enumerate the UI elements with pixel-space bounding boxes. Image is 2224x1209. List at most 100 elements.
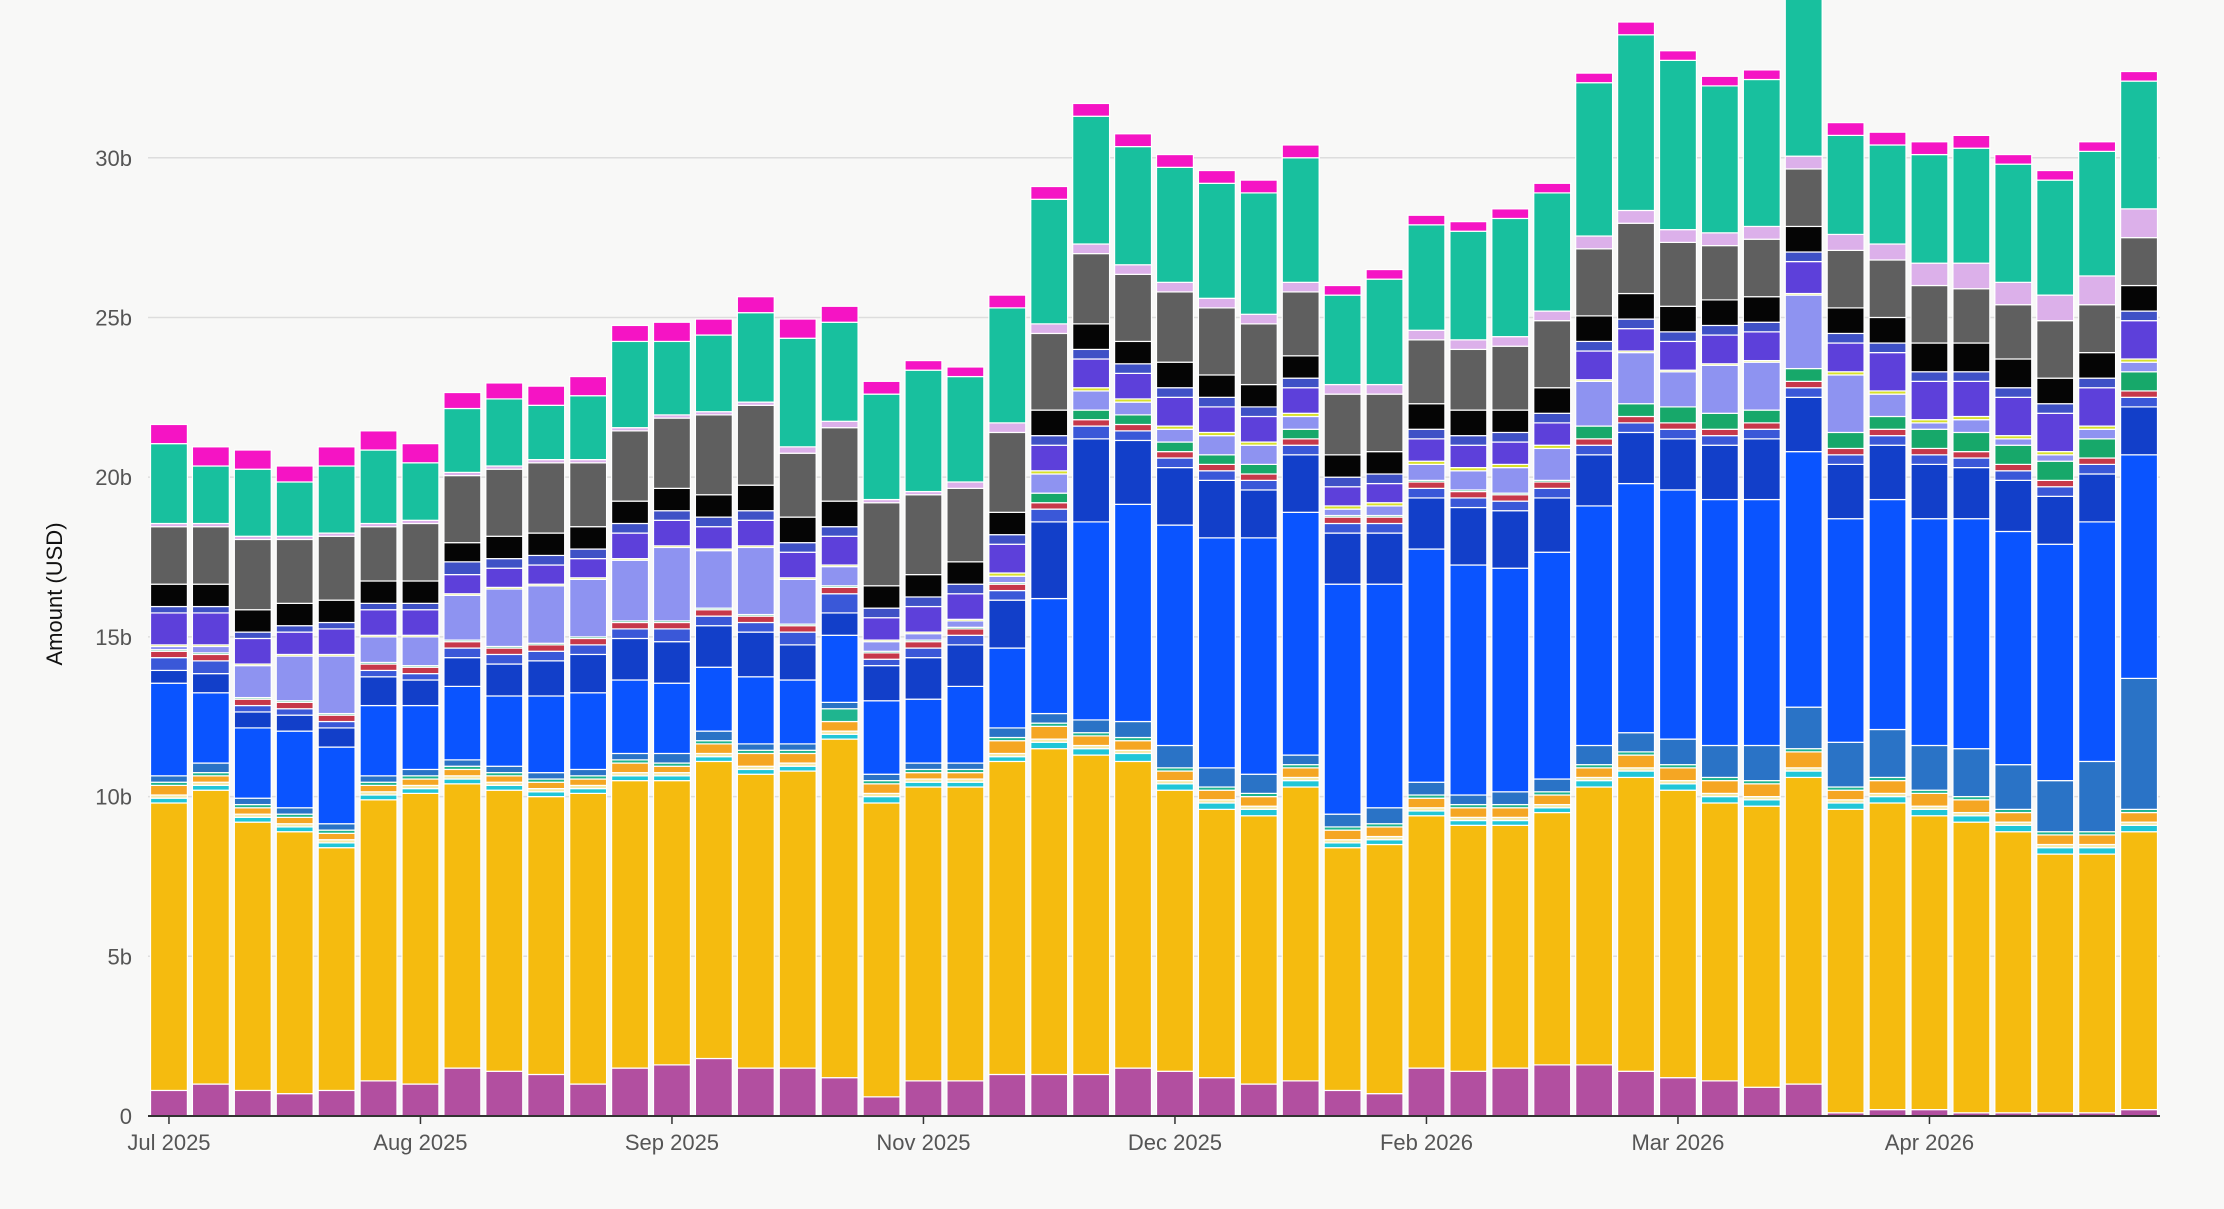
bar-segment (191, 526, 230, 585)
bar-segment (1533, 778, 1572, 793)
bar-segment (1239, 795, 1278, 807)
bar-segment (1155, 153, 1195, 168)
bar-segment (2036, 169, 2075, 181)
bar-segment (1700, 428, 1739, 437)
bar-segment (904, 647, 943, 659)
bar-segment (1616, 431, 1656, 485)
bar-segment (1072, 719, 1111, 734)
bar-segment (2119, 371, 2159, 392)
bar-segment (1868, 795, 1907, 804)
bar-segment (1113, 133, 1153, 148)
bar-segment (1952, 380, 1991, 418)
bar-segment (1575, 444, 1614, 456)
bar-segment (652, 510, 692, 521)
bar-segment (1533, 497, 1572, 553)
bar-segment (1616, 732, 1656, 753)
bar-segment (1575, 235, 1614, 250)
bar-segment (1030, 597, 1069, 715)
bar-segment (1784, 770, 1823, 779)
bar-segment (359, 676, 398, 707)
bar-segment (1365, 505, 1404, 517)
bar-segment (904, 786, 943, 1082)
bar-segment (149, 682, 189, 777)
bar-segment (1030, 473, 1069, 494)
bar-segment (1407, 1067, 1446, 1117)
bar-segment (820, 720, 859, 732)
bar-segment (988, 1073, 1027, 1117)
bar-segment (569, 548, 608, 560)
bar-segment (359, 704, 398, 777)
bar-segment (569, 395, 608, 461)
bar-segment (946, 375, 985, 483)
bar-stack (1155, 153, 1195, 1117)
bar-segment (1407, 403, 1446, 430)
bar-segment (988, 431, 1027, 513)
bar-segment (1449, 435, 1488, 446)
bar-segment (1700, 324, 1739, 336)
bar-segment (1030, 492, 1069, 504)
bar-segment (1700, 435, 1739, 446)
bar-segment (1113, 372, 1153, 400)
bar-segment (736, 546, 775, 616)
bar-segment (736, 743, 775, 751)
bar-segment (1784, 451, 1823, 708)
bar-segment (2036, 495, 2075, 545)
bar-segment (610, 637, 650, 681)
bar-segment (610, 752, 650, 761)
bar-segment (1616, 209, 1656, 224)
bar-segment (1365, 1093, 1404, 1117)
bar-segment (610, 1067, 650, 1117)
y-tick-label: 15b (95, 625, 132, 650)
bar-segment (988, 756, 1027, 763)
bar-segment (1742, 296, 1781, 323)
bar-segment (1910, 262, 1949, 287)
bar-segment (1113, 439, 1153, 505)
bar-segment (1910, 371, 1949, 382)
bar-segment (1952, 815, 1991, 823)
bar-segment (1030, 725, 1069, 740)
y-tick-label: 25b (95, 305, 132, 330)
bar-segment (1616, 21, 1656, 36)
bar-segment (862, 652, 901, 660)
x-tick-label: Feb 2026 (1380, 1130, 1473, 1155)
bar-segment (1155, 744, 1195, 769)
bar-segment (820, 586, 859, 595)
bar-segment (569, 637, 608, 646)
bar-segment (1323, 842, 1362, 849)
bar-segment (527, 385, 566, 406)
bar-segment (862, 617, 901, 641)
bars (149, 0, 2159, 1117)
bar-segment (820, 427, 859, 502)
bar-segment (736, 312, 775, 403)
bar-segment (1700, 245, 1739, 301)
bar-segment (1030, 502, 1069, 510)
bar-segment (1994, 304, 2033, 360)
bar-segment (1700, 232, 1739, 247)
bar-segment (485, 558, 524, 569)
bar-segment (1994, 764, 2033, 810)
bar-segment (2119, 237, 2159, 287)
bar-segment (443, 1067, 482, 1117)
bar-segment (778, 551, 817, 579)
bar-segment (1113, 414, 1153, 426)
bar-segment (1239, 808, 1278, 817)
bar-segment (527, 532, 566, 557)
bar-segment (443, 474, 482, 544)
bar-segment (1826, 233, 1865, 251)
bar-segment (1239, 489, 1278, 539)
bar-segment (233, 711, 272, 729)
bar-segment (2036, 780, 2075, 833)
bar-segment (2078, 834, 2117, 846)
bar-segment (1994, 831, 2033, 1114)
bar-segment (1994, 438, 2033, 446)
bar-segment (1952, 371, 1991, 382)
bar-segment (191, 762, 230, 774)
bar-segment (401, 778, 440, 787)
bar-segment (1072, 735, 1111, 747)
bar-segment (2119, 310, 2159, 322)
bar-segment (1030, 748, 1069, 1076)
bar-segment (1533, 192, 1572, 312)
bar-segment (1994, 479, 2033, 533)
bar-segment (1575, 767, 1614, 779)
bar-segment (569, 1083, 608, 1117)
